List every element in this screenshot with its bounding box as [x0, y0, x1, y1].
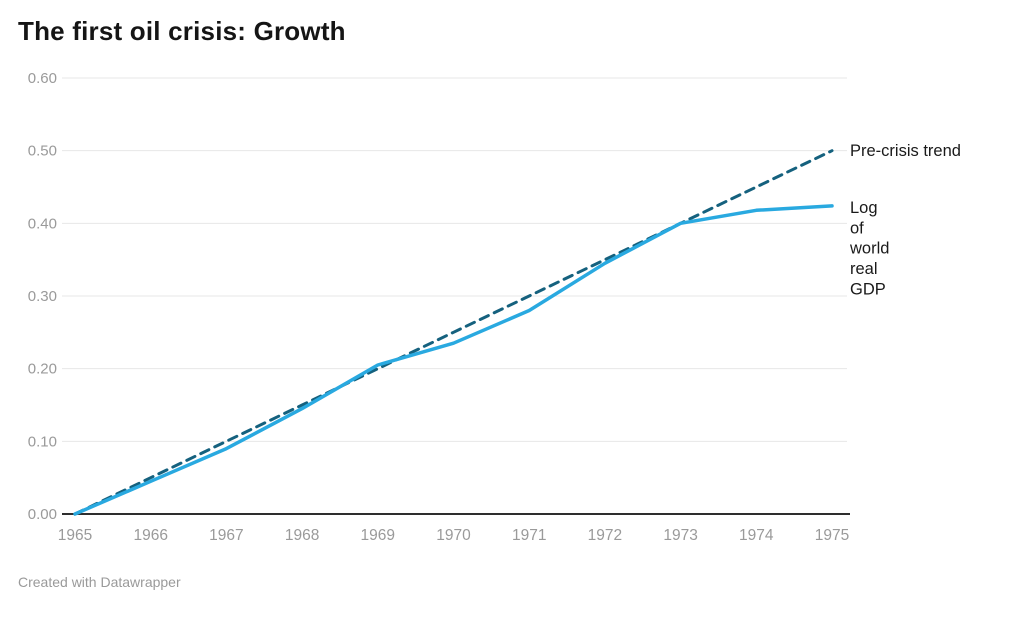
x-axis-tick-label: 1972: [588, 527, 622, 544]
datawrapper-credit: Created with Datawrapper: [18, 574, 181, 590]
x-axis-tick-label: 1974: [739, 527, 774, 544]
x-axis-tick-label: 1966: [133, 527, 167, 544]
x-axis-tick-label: 1975: [815, 527, 849, 544]
y-axis-tick-label: 0.20: [28, 361, 57, 378]
y-axis-tick-label: 0.40: [28, 215, 57, 232]
y-axis-tick-label: 0.30: [28, 288, 57, 305]
series-direct-label: Pre-crisis trend: [850, 142, 961, 160]
trend-line: [73, 149, 834, 516]
chart-title: The first oil crisis: Growth: [18, 16, 346, 46]
gdp-line: [73, 204, 834, 516]
x-axis-tick-label: 1965: [58, 527, 92, 544]
x-axis-tick-label: 1969: [361, 527, 395, 544]
y-axis-tick-label: 0.60: [28, 70, 57, 87]
x-axis-tick-label: 1967: [209, 527, 243, 544]
x-axis-tick-label: 1971: [512, 527, 546, 544]
x-axis-tick-label: 1968: [285, 527, 319, 544]
series-direct-label: Log of world real GDP: [849, 199, 889, 299]
y-axis-tick-label: 0.00: [28, 506, 57, 523]
x-axis-tick-label: 1973: [663, 527, 697, 544]
y-axis-tick-label: 0.10: [28, 433, 57, 450]
y-axis-tick-label: 0.50: [28, 143, 57, 160]
x-axis-tick-label: 1970: [436, 527, 471, 544]
